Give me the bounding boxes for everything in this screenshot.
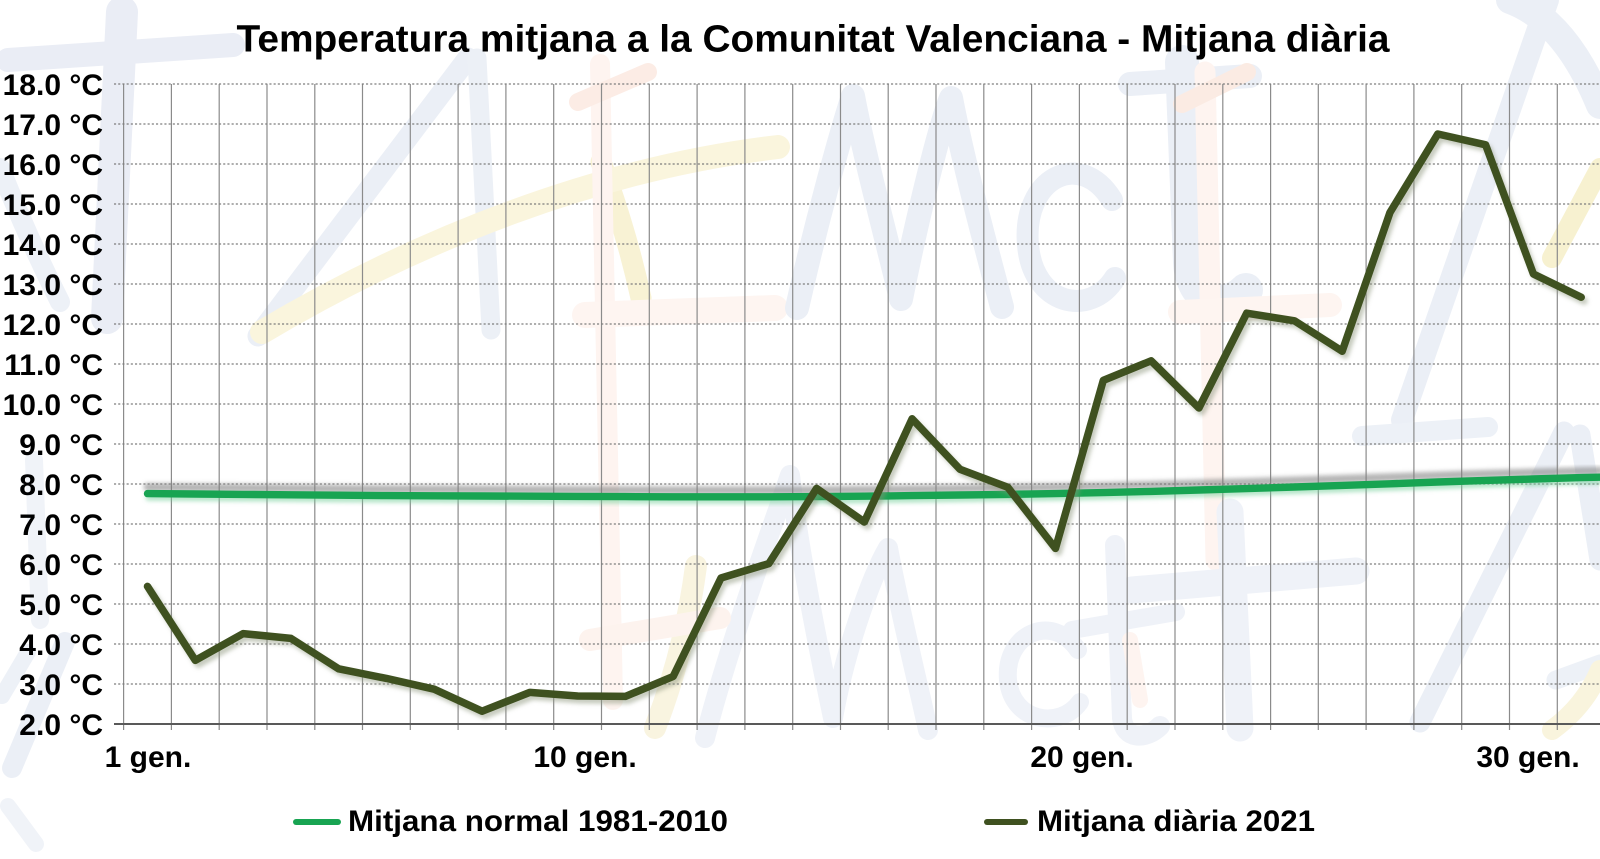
svg-text:6.0 °C: 6.0 °C [19, 549, 103, 582]
svg-text:Mitjana diària 2021: Mitjana diària 2021 [1037, 805, 1315, 838]
svg-text:2.0 °C: 2.0 °C [19, 709, 103, 742]
svg-text:12.0 °C: 12.0 °C [3, 309, 103, 342]
svg-text:4.0 °C: 4.0 °C [19, 629, 103, 662]
svg-text:8.0 °C: 8.0 °C [19, 469, 103, 502]
svg-text:18.0 °C: 18.0 °C [3, 69, 103, 102]
svg-text:1 gen.: 1 gen. [105, 741, 192, 774]
svg-text:3.0 °C: 3.0 °C [19, 669, 103, 702]
svg-text:10.0 °C: 10.0 °C [3, 389, 103, 422]
svg-text:Temperatura mitjana a la Comun: Temperatura mitjana a la Comunitat Valen… [237, 19, 1391, 61]
svg-text:Mitjana normal 1981-2010: Mitjana normal 1981-2010 [348, 805, 728, 838]
svg-text:17.0 °C: 17.0 °C [3, 109, 103, 142]
svg-text:14.0 °C: 14.0 °C [3, 229, 103, 262]
svg-text:20 gen.: 20 gen. [1030, 741, 1133, 774]
svg-text:5.0 °C: 5.0 °C [19, 589, 103, 622]
svg-text:13.0 °C: 13.0 °C [3, 269, 103, 302]
svg-text:15.0 °C: 15.0 °C [3, 189, 103, 222]
svg-text:16.0 °C: 16.0 °C [3, 149, 103, 182]
svg-text:7.0 °C: 7.0 °C [19, 509, 103, 542]
svg-text:10 gen.: 10 gen. [533, 741, 636, 774]
svg-text:11.0 °C: 11.0 °C [4, 349, 103, 382]
svg-text:9.0 °C: 9.0 °C [19, 429, 103, 462]
svg-text:30 gen.: 30 gen. [1476, 741, 1579, 774]
